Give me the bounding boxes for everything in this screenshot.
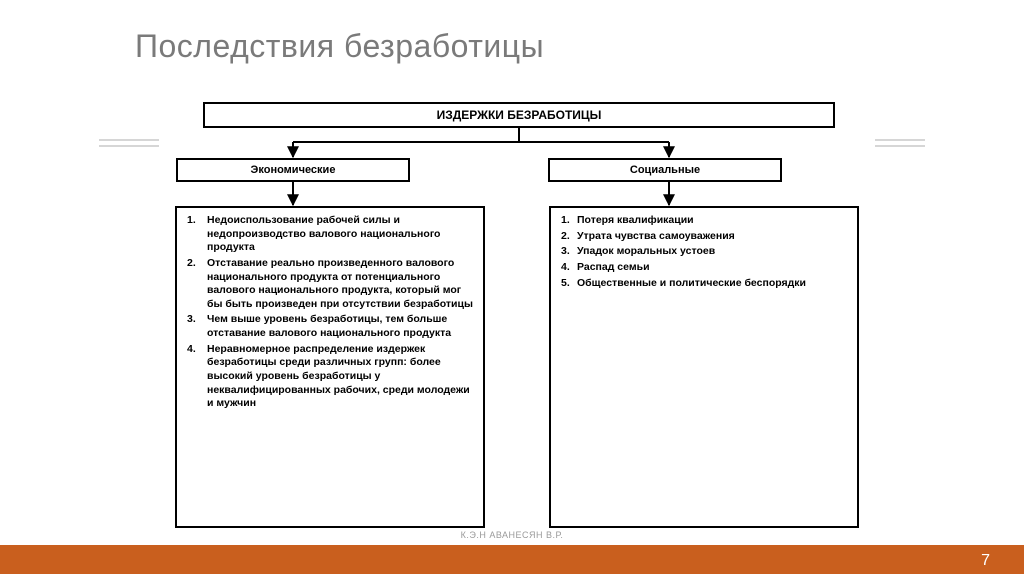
- list-item-number: 3.: [187, 313, 207, 340]
- footer-bar: 7: [0, 545, 1024, 574]
- list-item-text: Потеря квалификации: [577, 214, 847, 228]
- list-item: 1.Потеря квалификации: [561, 214, 847, 228]
- list-item: 2.Утрата чувства самоуважения: [561, 230, 847, 244]
- root-node: ИЗДЕРЖКИ БЕЗРАБОТИЦЫ: [203, 102, 835, 128]
- category-social: Социальные: [548, 158, 782, 182]
- list-social: 1.Потеря квалификации 2.Утрата чувства с…: [549, 206, 859, 528]
- list-item-number: 1.: [561, 214, 577, 228]
- list-item: 3.Чем выше уровень безработицы, тем боль…: [187, 313, 473, 340]
- category-economic: Экономические: [176, 158, 410, 182]
- slide: Последствия безработицы ИЗДЕРЖКИ БЕЗРАБО…: [0, 0, 1024, 574]
- list-item: 1.Недоиспользование рабочей силы и недоп…: [187, 214, 473, 255]
- list-economic-items: 1.Недоиспользование рабочей силы и недоп…: [187, 214, 473, 411]
- list-item-text: Неравномерное распределение издержек без…: [207, 343, 473, 411]
- list-item-number: 2.: [561, 230, 577, 244]
- list-item-text: Общественные и политические беспорядки: [577, 277, 847, 291]
- list-item: 5.Общественные и политические беспорядки: [561, 277, 847, 291]
- list-social-items: 1.Потеря квалификации 2.Утрата чувства с…: [561, 214, 847, 290]
- page-title: Последствия безработицы: [135, 28, 544, 65]
- list-item-text: Чем выше уровень безработицы, тем больше…: [207, 313, 473, 340]
- list-item-number: 5.: [561, 277, 577, 291]
- page-number: 7: [981, 552, 990, 570]
- list-item-text: Распад семьи: [577, 261, 847, 275]
- list-item-number: 2.: [187, 257, 207, 312]
- list-economic: 1.Недоиспользование рабочей силы и недоп…: [175, 206, 485, 528]
- list-item-number: 4.: [187, 343, 207, 411]
- list-item: 4.Распад семьи: [561, 261, 847, 275]
- list-item-number: 4.: [561, 261, 577, 275]
- list-item-text: Недоиспользование рабочей силы и недопро…: [207, 214, 473, 255]
- list-item-text: Упадок моральных устоев: [577, 245, 847, 259]
- diagram: ИЗДЕРЖКИ БЕЗРАБОТИЦЫ Экономические Социа…: [159, 102, 875, 532]
- list-item-text: Утрата чувства самоуважения: [577, 230, 847, 244]
- list-item: 2.Отставание реально произведенного вало…: [187, 257, 473, 312]
- list-item-text: Отставание реально произведенного валово…: [207, 257, 473, 312]
- list-item-number: 1.: [187, 214, 207, 255]
- footer-author: К.Э.Н АВАНЕСЯН В.Р.: [0, 530, 1024, 545]
- list-item: 3.Упадок моральных устоев: [561, 245, 847, 259]
- list-item-number: 3.: [561, 245, 577, 259]
- list-item: 4.Неравномерное распределение издержек б…: [187, 343, 473, 411]
